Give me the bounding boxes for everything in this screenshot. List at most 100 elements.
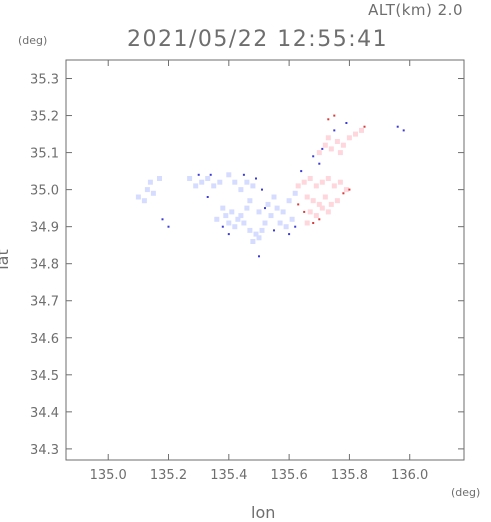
y-tick-label: 34.6 <box>30 332 59 347</box>
data-point-edge_blue <box>288 233 291 236</box>
data-point-warm <box>304 194 310 200</box>
data-point-cool <box>283 224 289 230</box>
data-point-edge_red <box>348 188 351 191</box>
data-point-edge_blue <box>333 129 336 132</box>
data-point-cool <box>157 176 162 181</box>
data-point-warm <box>307 209 313 215</box>
data-point-cool <box>244 205 250 211</box>
data-point-warm <box>319 205 325 211</box>
data-point-edge_blue <box>294 225 297 228</box>
data-point-warm <box>322 194 328 200</box>
data-point-cool <box>214 216 220 222</box>
y-tick-label: 34.7 <box>30 295 59 310</box>
x-tick-label: 135.0 <box>90 468 127 483</box>
plot-frame <box>65 59 465 461</box>
data-point-edge_blue <box>321 147 324 150</box>
data-point-edge_blue <box>396 125 399 128</box>
data-point-edge_blue <box>255 177 257 180</box>
data-point-cool <box>277 220 283 226</box>
data-point-warm <box>337 179 343 185</box>
data-point-warm <box>307 176 313 181</box>
x-tick-label: 136.0 <box>391 468 428 483</box>
data-point-cool <box>147 179 153 185</box>
data-point-cool <box>223 213 229 219</box>
data-point-edge_blue <box>209 173 212 176</box>
data-point-edge_blue <box>221 225 224 228</box>
y-tick-label: 35.3 <box>30 73 59 88</box>
data-point-edge_blue <box>300 170 303 173</box>
data-point-warm <box>316 201 322 207</box>
data-point-edge_red <box>363 125 366 128</box>
y-tick-label: 34.4 <box>30 406 59 421</box>
data-point-warm <box>328 201 334 207</box>
data-point-cool <box>232 179 238 185</box>
data-point-cool <box>150 190 156 196</box>
data-point-cool <box>253 231 259 237</box>
data-point-edge_red <box>297 203 300 206</box>
data-point-warm <box>353 131 358 137</box>
data-point-cool <box>220 205 226 211</box>
data-point-warm <box>301 179 307 185</box>
data-point-warm <box>334 198 340 204</box>
data-point-edge_blue <box>197 173 200 176</box>
y-tick-label: 34.5 <box>30 369 59 384</box>
y-tick-label: 35.2 <box>30 110 59 125</box>
data-point-edge_blue <box>273 229 275 232</box>
data-point-cool <box>205 176 211 181</box>
data-point-edge_red <box>342 192 345 195</box>
data-point-cool <box>250 239 256 244</box>
data-point-cool <box>217 179 223 185</box>
data-point-warm <box>343 187 349 193</box>
data-point-edge_blue <box>242 173 245 176</box>
data-point-edge_blue <box>167 225 170 228</box>
data-point-cool <box>247 227 253 233</box>
data-point-warm <box>328 146 334 152</box>
x-axis-label: lon <box>251 503 276 522</box>
data-point-cool <box>256 235 262 241</box>
data-point-cool <box>265 201 271 207</box>
data-point-warm <box>325 176 331 181</box>
data-point-warm <box>346 135 352 141</box>
data-point-cool <box>292 190 298 196</box>
data-point-edge_blue <box>258 255 260 258</box>
y-tick-label: 35.1 <box>30 147 59 162</box>
data-point-cool <box>141 198 147 204</box>
data-point-edge_red <box>303 210 306 213</box>
data-point-cool <box>226 220 232 226</box>
data-point-cool <box>238 213 244 219</box>
data-point-cool <box>226 172 232 178</box>
data-point-cool <box>199 179 205 185</box>
data-point-cool <box>247 198 253 204</box>
data-point-cool <box>235 216 241 222</box>
data-point-edge_blue <box>345 122 348 124</box>
data-point-warm <box>331 183 337 189</box>
data-point-warm <box>359 127 364 133</box>
data-point-warm <box>340 142 346 148</box>
y-tick-label: 34.3 <box>30 443 59 458</box>
data-point-cool <box>135 194 141 200</box>
data-point-cool <box>262 220 268 226</box>
data-point-cool <box>211 183 217 189</box>
data-point-edge_red <box>318 218 321 221</box>
data-point-edge_red <box>333 114 336 117</box>
y-tick-label: 34.9 <box>30 221 59 236</box>
data-point-warm <box>313 183 319 189</box>
x-tick-label: 135.2 <box>150 468 187 483</box>
data-point-warm <box>310 198 316 204</box>
data-point-warm <box>325 209 331 215</box>
data-point-warm <box>337 150 343 156</box>
data-point-warm <box>319 179 325 185</box>
data-point-warm <box>322 142 328 148</box>
data-point-warm <box>334 139 340 144</box>
data-point-cool <box>271 194 277 200</box>
data-point-edge_blue <box>402 129 405 132</box>
data-point-warm <box>325 135 331 141</box>
data-point-cool <box>229 209 235 215</box>
data-point-cool <box>250 183 256 189</box>
data-point-edge_blue <box>227 233 230 236</box>
y-axis-unit: (deg) <box>18 34 48 47</box>
data-point-cool <box>268 213 274 219</box>
data-point-cool <box>144 187 150 193</box>
chart-timestamp-title: 2021/05/22 12:55:41 <box>127 27 389 52</box>
